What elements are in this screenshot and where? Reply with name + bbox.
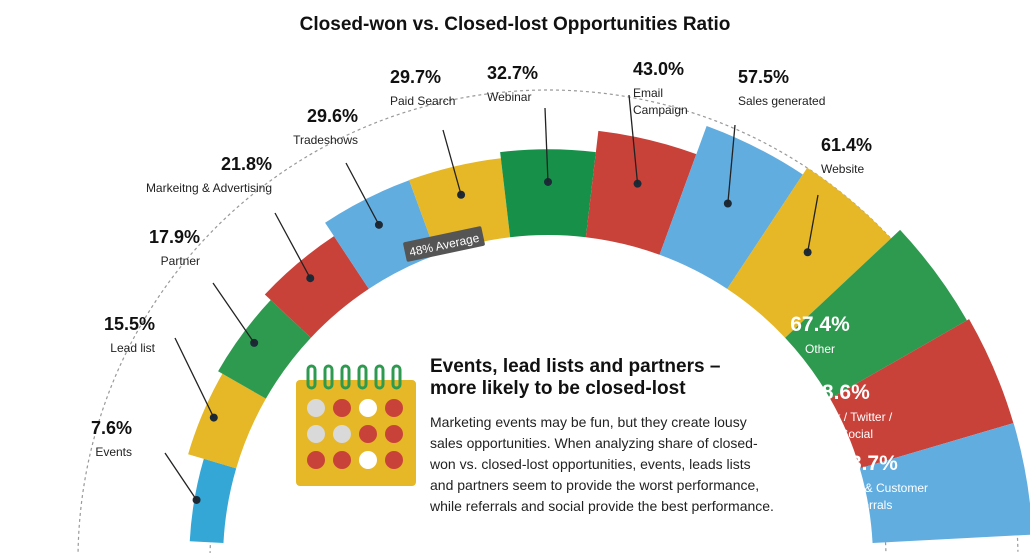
value-label: 68.6% (810, 381, 870, 404)
value-label: 17.9% (149, 227, 200, 247)
leader-line (345, 162, 380, 226)
segment-bar (500, 149, 596, 238)
leader-line (174, 337, 215, 418)
value-label: 57.5% (738, 67, 789, 87)
segment-bar (859, 423, 1030, 543)
callout-body: Marketing events may be fun, but they cr… (430, 414, 774, 514)
value-label: 61.4% (821, 135, 872, 155)
callout-title: Events, lead lists and partners – more l… (430, 356, 721, 399)
leader-line (274, 212, 311, 279)
leader-line (544, 107, 549, 182)
category-label: Lead list (110, 341, 155, 355)
category-label: Partner (161, 254, 200, 268)
leader-line (727, 124, 736, 204)
leader-line (806, 194, 819, 253)
leader-line (628, 94, 639, 184)
category-label: Email (633, 86, 663, 100)
chart-segments (188, 125, 1030, 543)
value-label: 68.7% (838, 452, 898, 475)
leader-line (442, 129, 462, 195)
category-label: Events (95, 445, 132, 459)
value-label: 7.6% (91, 418, 132, 438)
category-label: Referrals (844, 498, 893, 512)
category-label: Employee & Customer (808, 481, 928, 495)
category-label: Sales generated (738, 94, 825, 108)
value-label: 21.8% (221, 154, 272, 174)
category-label: Website (821, 162, 864, 176)
value-label: 67.4% (790, 313, 850, 336)
segment-bar (409, 158, 511, 255)
value-label: 32.7% (487, 63, 538, 83)
segment-bar (264, 236, 369, 338)
segment-bar (830, 319, 1014, 469)
leader-lines (164, 94, 819, 504)
leader-line (212, 282, 255, 344)
category-label: Paid Search (390, 94, 455, 108)
value-label: 29.7% (390, 67, 441, 87)
category-label: Webinar (487, 90, 531, 104)
value-label: 43.0% (633, 59, 684, 79)
category-label: Campaign (633, 103, 688, 117)
category-label: Facebook / Twitter / (788, 410, 893, 424)
segment-bar (585, 130, 697, 255)
calendar-icon (296, 364, 416, 486)
category-label: Markeitng & Advertising (146, 181, 272, 195)
category-label: Other Social (807, 427, 873, 441)
chart-title: Closed-won vs. Closed-lost Opportunities… (299, 14, 731, 35)
segment-bar (188, 373, 266, 469)
leader-dot (250, 338, 259, 347)
category-label: Tradeshows (293, 133, 358, 147)
segment-bar (785, 229, 967, 399)
segment-bar (659, 125, 803, 289)
category-label: Other (805, 342, 835, 356)
segment-bar (189, 458, 237, 543)
leader-line (164, 452, 198, 501)
segment-labels: 7.6% Events 15.5% Lead list 17.9% Partner 21.8… (91, 59, 928, 512)
segment-bar (218, 300, 311, 399)
value-label: 15.5% (104, 314, 155, 334)
value-label: 29.6% (307, 106, 358, 126)
